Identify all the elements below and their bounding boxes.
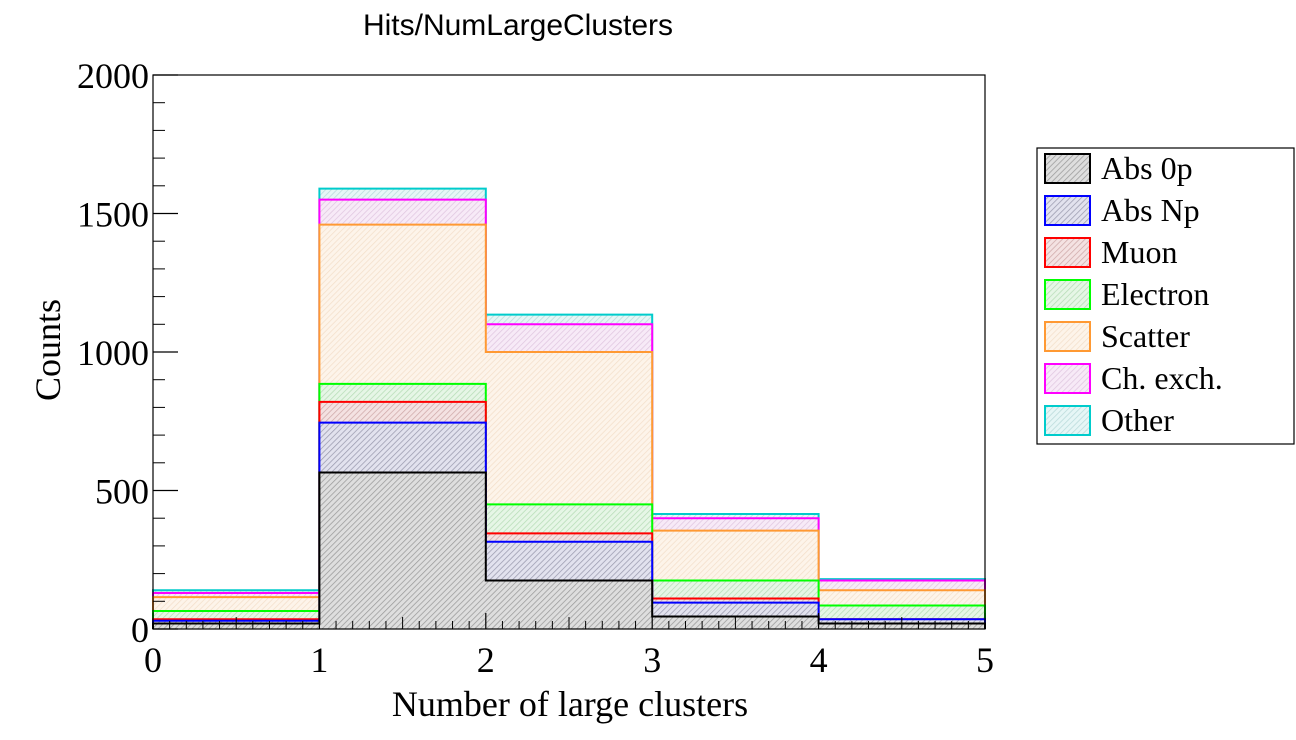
chart-title: Hits/NumLargeClusters xyxy=(363,9,673,42)
legend-swatch-other xyxy=(1044,405,1091,436)
legend-label-muon: Muon xyxy=(1101,234,1177,270)
y-tick-label: 0 xyxy=(131,610,149,650)
series-abs-0p xyxy=(152,471,986,629)
legend: Abs 0p Abs Np Muon Electron Scatter Ch. exch.… xyxy=(1036,147,1295,445)
legend-label-scatter: Scatter xyxy=(1101,318,1190,354)
histogram-bins xyxy=(152,187,986,629)
legend-label-ch-exch: Ch. exch. xyxy=(1101,360,1223,396)
bar-abs-0p-bin-1 xyxy=(319,472,486,629)
outline-ch-exch xyxy=(152,198,986,629)
y-axis-label: Counts xyxy=(28,299,68,401)
x-tick-label: 3 xyxy=(643,640,661,680)
x-tick-label: 1 xyxy=(310,640,328,680)
legend-swatch-abs-np xyxy=(1044,195,1091,226)
y-tick-label: 1500 xyxy=(77,195,149,235)
x-tick-label: 2 xyxy=(477,640,495,680)
legend-swatch-scatter xyxy=(1044,321,1091,352)
outline-scatter xyxy=(152,223,986,629)
y-tick-label: 2000 xyxy=(77,56,149,96)
x-tick-label: 0 xyxy=(144,640,162,680)
outline-other xyxy=(152,187,986,629)
legend-swatch-ch-exch xyxy=(1044,363,1091,394)
y-tick-label: 1000 xyxy=(77,333,149,373)
y-axis: 0 500 1000 1500 2000 xyxy=(77,56,178,650)
outline-abs-np xyxy=(152,421,986,629)
y-tick-label: 500 xyxy=(95,472,149,512)
outline-electron xyxy=(152,382,986,629)
x-axis-label: Number of large clusters xyxy=(392,684,748,724)
legend-swatch-muon xyxy=(1044,237,1091,268)
legend-label-electron: Electron xyxy=(1101,276,1209,312)
legend-label-other: Other xyxy=(1101,402,1174,438)
x-tick-label: 4 xyxy=(810,640,828,680)
legend-label-abs-0p: Abs 0p xyxy=(1101,150,1193,186)
legend-label-abs-np: Abs Np xyxy=(1101,192,1200,228)
legend-swatch-electron xyxy=(1044,279,1091,310)
x-axis: 0 1 2 3 4 5 xyxy=(144,613,994,680)
legend-swatch-abs-0p xyxy=(1044,153,1091,184)
x-tick-label: 5 xyxy=(976,640,994,680)
outline-abs-0p xyxy=(152,471,986,629)
